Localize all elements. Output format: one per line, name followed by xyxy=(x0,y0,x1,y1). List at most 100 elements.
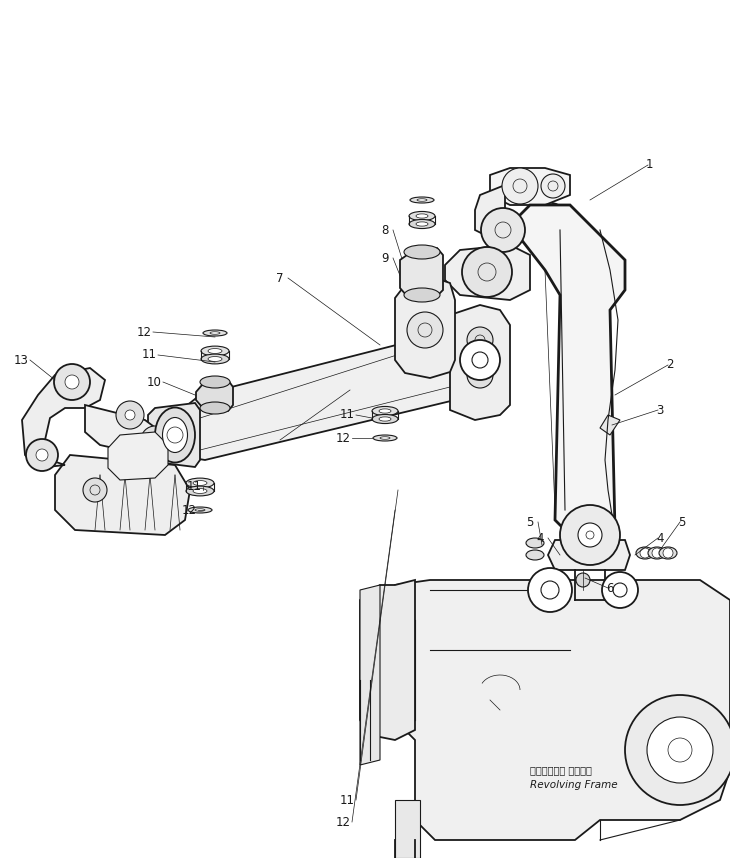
Polygon shape xyxy=(400,248,443,296)
Text: 11: 11 xyxy=(340,408,355,421)
Circle shape xyxy=(560,505,620,565)
Ellipse shape xyxy=(417,199,427,202)
Ellipse shape xyxy=(193,480,207,486)
Ellipse shape xyxy=(373,435,397,441)
Text: 10: 10 xyxy=(147,376,162,389)
Circle shape xyxy=(116,401,144,429)
Ellipse shape xyxy=(372,407,398,415)
Circle shape xyxy=(462,247,512,297)
Ellipse shape xyxy=(186,478,214,488)
Text: 4: 4 xyxy=(536,531,544,545)
Text: 12: 12 xyxy=(336,432,351,444)
Polygon shape xyxy=(445,245,530,300)
Polygon shape xyxy=(475,185,535,245)
Circle shape xyxy=(576,573,590,587)
Text: レボルビング フレーム: レボルビング フレーム xyxy=(530,765,592,775)
Ellipse shape xyxy=(188,507,212,513)
Ellipse shape xyxy=(186,486,214,496)
Text: 8: 8 xyxy=(381,223,388,237)
Polygon shape xyxy=(22,368,105,468)
Text: 5: 5 xyxy=(526,516,534,529)
Ellipse shape xyxy=(379,409,391,413)
Ellipse shape xyxy=(409,220,435,228)
Ellipse shape xyxy=(200,376,230,388)
Circle shape xyxy=(141,426,169,454)
Ellipse shape xyxy=(203,330,227,336)
Text: 11: 11 xyxy=(187,480,202,493)
Polygon shape xyxy=(548,540,630,570)
Circle shape xyxy=(647,717,713,783)
Circle shape xyxy=(126,443,150,467)
Text: 7: 7 xyxy=(276,271,283,285)
Ellipse shape xyxy=(648,547,666,559)
Ellipse shape xyxy=(404,245,440,259)
Circle shape xyxy=(541,174,565,198)
Circle shape xyxy=(578,523,602,547)
Circle shape xyxy=(625,695,730,805)
Polygon shape xyxy=(600,415,620,435)
Ellipse shape xyxy=(163,418,188,452)
Circle shape xyxy=(54,364,90,400)
Ellipse shape xyxy=(410,197,434,203)
Ellipse shape xyxy=(155,408,195,462)
Ellipse shape xyxy=(416,222,428,227)
Text: 12: 12 xyxy=(137,325,152,339)
Polygon shape xyxy=(148,403,200,467)
Ellipse shape xyxy=(404,288,440,302)
Ellipse shape xyxy=(526,550,544,560)
Text: 12: 12 xyxy=(182,504,197,517)
Ellipse shape xyxy=(201,346,229,356)
Text: 4: 4 xyxy=(656,531,664,545)
Ellipse shape xyxy=(195,509,205,511)
Text: 5: 5 xyxy=(678,516,685,529)
Ellipse shape xyxy=(409,211,435,221)
Circle shape xyxy=(652,548,662,558)
Polygon shape xyxy=(360,585,380,765)
Text: 12: 12 xyxy=(336,815,351,829)
Ellipse shape xyxy=(379,417,391,421)
Circle shape xyxy=(407,312,443,348)
Text: 13: 13 xyxy=(14,353,29,366)
Circle shape xyxy=(26,439,58,471)
Ellipse shape xyxy=(416,214,428,218)
Polygon shape xyxy=(490,168,570,205)
Circle shape xyxy=(528,568,572,612)
Text: 9: 9 xyxy=(381,251,388,264)
Circle shape xyxy=(467,327,493,353)
Polygon shape xyxy=(108,432,168,480)
Circle shape xyxy=(460,340,500,380)
Text: 3: 3 xyxy=(656,403,664,416)
Circle shape xyxy=(125,410,135,420)
Ellipse shape xyxy=(200,402,230,414)
Polygon shape xyxy=(395,800,420,858)
Ellipse shape xyxy=(380,437,390,439)
Ellipse shape xyxy=(372,414,398,424)
Polygon shape xyxy=(160,330,465,460)
Ellipse shape xyxy=(208,357,222,361)
Circle shape xyxy=(663,548,673,558)
Circle shape xyxy=(65,375,79,389)
Polygon shape xyxy=(360,580,415,740)
Circle shape xyxy=(83,478,107,502)
Text: 6: 6 xyxy=(606,582,613,595)
Text: 2: 2 xyxy=(666,359,674,372)
Polygon shape xyxy=(510,205,625,540)
Text: 1: 1 xyxy=(646,159,653,172)
Ellipse shape xyxy=(208,348,222,353)
Circle shape xyxy=(640,548,650,558)
Polygon shape xyxy=(55,455,190,535)
Ellipse shape xyxy=(201,354,229,364)
Circle shape xyxy=(602,572,638,608)
Text: 11: 11 xyxy=(142,348,157,361)
Ellipse shape xyxy=(526,538,544,548)
Polygon shape xyxy=(450,305,510,420)
Circle shape xyxy=(150,435,160,445)
Circle shape xyxy=(481,208,525,252)
Text: 11: 11 xyxy=(340,794,355,807)
Polygon shape xyxy=(395,580,730,840)
Circle shape xyxy=(467,362,493,388)
Polygon shape xyxy=(395,278,455,378)
Circle shape xyxy=(502,168,538,204)
Circle shape xyxy=(36,449,48,461)
Ellipse shape xyxy=(193,488,207,493)
